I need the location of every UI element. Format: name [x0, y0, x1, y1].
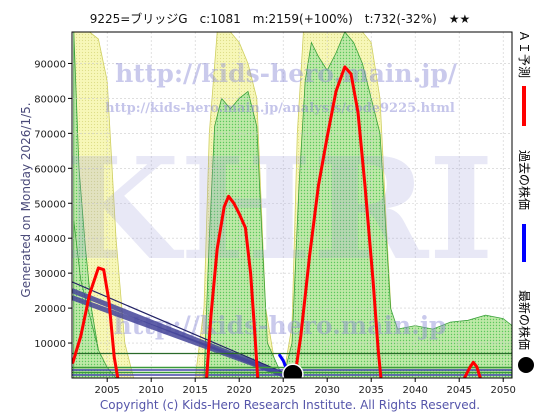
x-tick-label-2005: 2005	[94, 385, 119, 396]
x-tick-label-2050: 2050	[490, 385, 515, 396]
legend-latest-price-label: 最新の株価	[517, 290, 532, 350]
x-tick-label-2040: 2040	[402, 385, 427, 396]
y-tick-label-70000: 70000	[34, 129, 66, 140]
series-0-segment-2	[293, 65, 383, 378]
series-0-segment-1	[205, 194, 260, 378]
generated-date-label: Generated on Monday 2026/1/5.	[19, 102, 33, 297]
legend: ＡＩ予測 過去の株価 最新の株価	[517, 30, 534, 373]
y-tick-label-80000: 80000	[34, 94, 66, 105]
green-band	[73, 32, 512, 378]
y-tick-label-50000: 50000	[34, 199, 66, 210]
watermark-url-small: http://kids-hero.main.jp/analysis/code92…	[105, 101, 455, 116]
x-tick-label-2015: 2015	[182, 385, 207, 396]
green-lower-band	[73, 220, 512, 378]
legend-latest-price-swatch	[518, 357, 534, 373]
legend-past-price-label: 過去の株価	[517, 150, 532, 210]
x-tick-label-2045: 2045	[446, 385, 471, 396]
series-0-segment-3	[463, 360, 482, 378]
plot-frame	[71, 31, 513, 379]
series-0-segment-0	[72, 266, 120, 378]
latest-price-point-0	[282, 363, 304, 378]
watermark-logo: KHRI	[58, 128, 494, 292]
x-tick-label-2035: 2035	[358, 385, 383, 396]
x-tick-label-2025: 2025	[270, 385, 295, 396]
chart-title: 9225=ブリッジG c:1081 m:2159(+100%) t:732(-3…	[90, 11, 471, 26]
y-tick-label-60000: 60000	[34, 164, 66, 175]
legend-ai-forecast-label: ＡＩ予測	[517, 30, 531, 78]
watermark-url-large: http://kids-hero.main.jp/	[115, 59, 458, 88]
x-tick-label-2020: 2020	[226, 385, 251, 396]
y-tick-label-10000: 10000	[34, 339, 66, 350]
x-tick-label-2030: 2030	[314, 385, 339, 396]
y-tick-label-90000: 90000	[34, 59, 66, 70]
copyright-notice: Copyright (c) Kids-Hero Research Institu…	[100, 398, 480, 412]
plot-content: http://kids-hero.main.jp/http://kids-her…	[58, 32, 512, 378]
y-tick-label-30000: 30000	[34, 269, 66, 280]
x-tick-label-2010: 2010	[138, 385, 163, 396]
y-tick-label-20000: 20000	[34, 304, 66, 315]
y-tick-label-40000: 40000	[34, 234, 66, 245]
plot-area: http://kids-hero.main.jp/http://kids-her…	[34, 31, 516, 396]
